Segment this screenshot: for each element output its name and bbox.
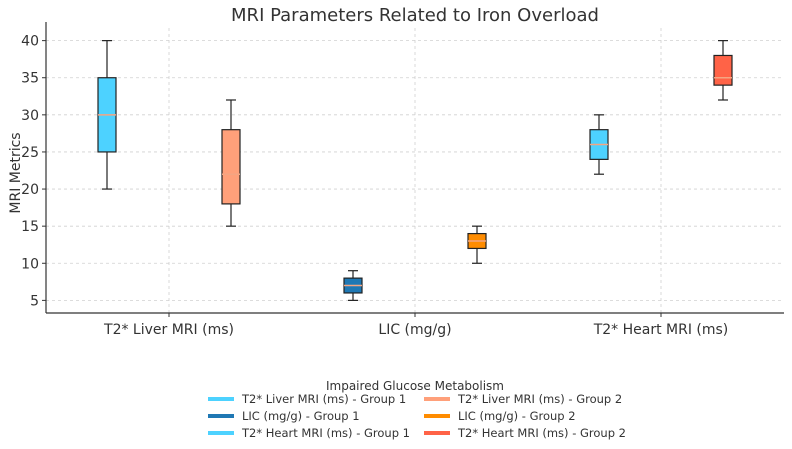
box-0-group-2	[221, 99, 241, 227]
y-tick-label: 10	[21, 256, 39, 272]
legend-item: LIC (mg/g) - Group 2	[424, 409, 576, 423]
legend-item: LIC (mg/g) - Group 1	[208, 409, 360, 423]
box-0-group-1	[97, 40, 117, 190]
y-tick-label: 25	[21, 145, 39, 161]
y-tick-label: 30	[21, 108, 39, 124]
legend-item: T2* Heart MRI (ms) - Group 2	[424, 426, 626, 440]
box-1-group-2	[467, 225, 487, 264]
legend-item: T2* Liver MRI (ms) - Group 2	[424, 392, 622, 406]
legend: Impaired Glucose Metabolism T2* Liver MR…	[208, 379, 626, 440]
box-2-group-2	[713, 40, 733, 101]
legend-label: LIC (mg/g) - Group 1	[242, 409, 360, 423]
legend-label: T2* Liver MRI (ms) - Group 2	[457, 392, 622, 406]
chart-title: MRI Parameters Related to Iron Overload	[231, 5, 599, 26]
axes: 5 10 15 20 25 30 35 40 T2* Liver MRI (ms) LIC (mg…	[21, 22, 784, 338]
y-axis-label: MRI Metrics	[8, 132, 24, 213]
legend-label: LIC (mg/g) - Group 2	[458, 409, 576, 423]
legend-item: T2* Heart MRI (ms) - Group 1	[208, 426, 410, 440]
y-tick-label: 35	[21, 71, 39, 87]
x-tick-label: T2* Heart MRI (ms)	[593, 322, 729, 338]
x-tick-label: LIC (mg/g)	[378, 322, 451, 338]
grid-lines	[46, 28, 784, 313]
box-body	[713, 54, 733, 86]
y-tick-label: 5	[30, 293, 39, 309]
legend-label: T2* Heart MRI (ms) - Group 2	[457, 426, 626, 440]
y-tick-label: 40	[21, 34, 39, 50]
box-2-group-1	[589, 114, 609, 175]
y-tick-label: 20	[21, 182, 39, 198]
x-tick-label: T2* Liver MRI (ms)	[103, 322, 234, 338]
legend-item: T2* Liver MRI (ms) - Group 1	[208, 392, 406, 406]
y-tick-label: 15	[21, 219, 39, 235]
legend-title: Impaired Glucose Metabolism	[326, 379, 504, 393]
box-1-group-1	[343, 270, 363, 301]
legend-label: T2* Liver MRI (ms) - Group 1	[241, 392, 406, 406]
legend-label: T2* Heart MRI (ms) - Group 1	[241, 426, 410, 440]
box-series	[97, 40, 733, 301]
box-body	[221, 129, 241, 205]
